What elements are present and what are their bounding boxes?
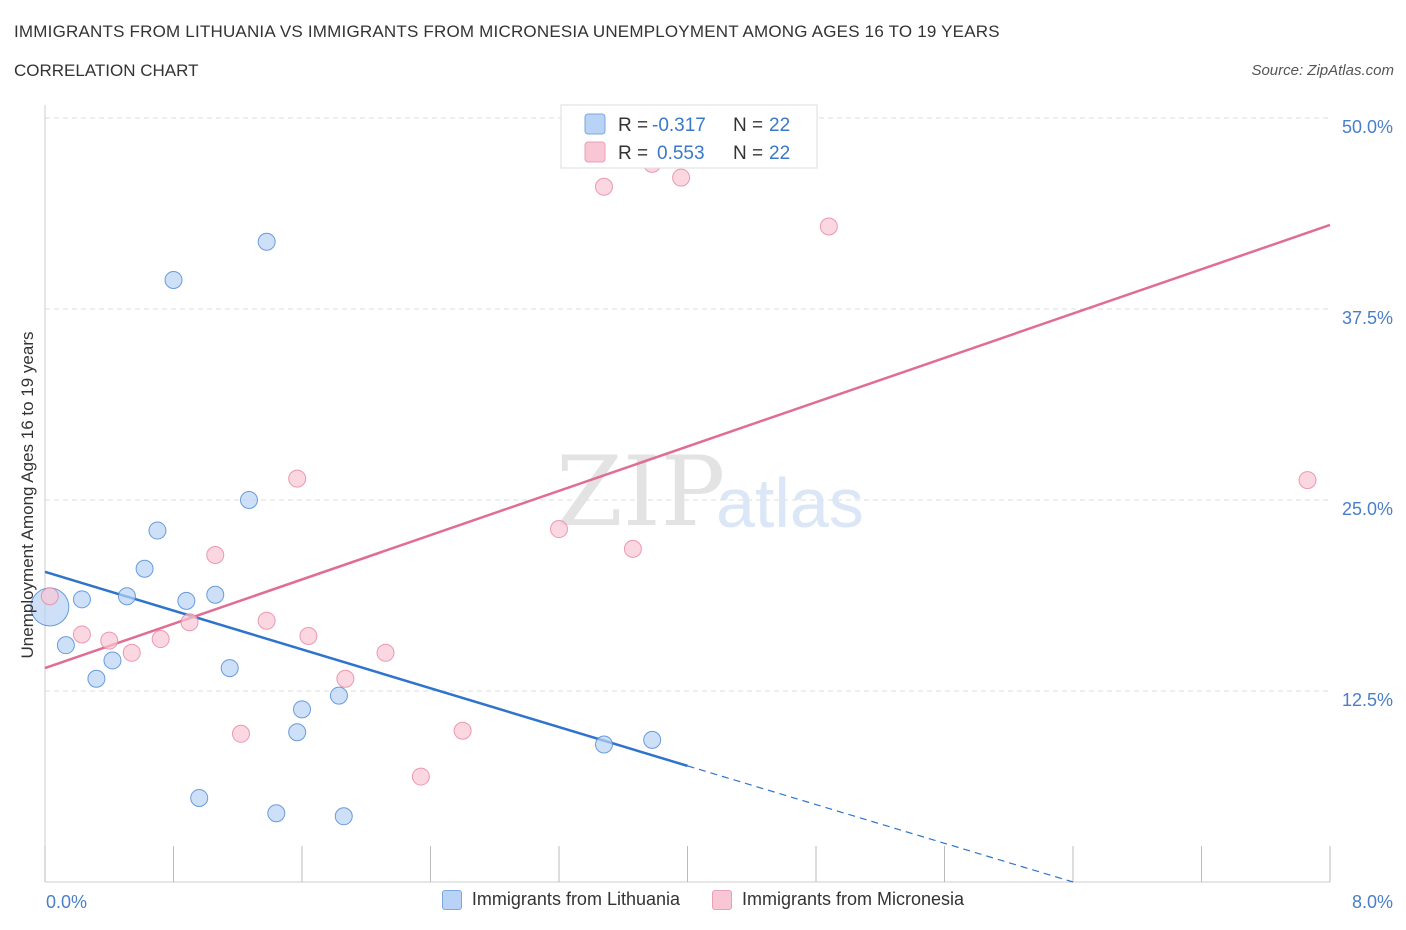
- point-series1-4: [151, 630, 170, 649]
- grid-lines: [45, 117, 1330, 692]
- point-series1-6: [206, 546, 225, 565]
- point-series0-21: [643, 730, 662, 749]
- point-series0-5: [117, 587, 136, 606]
- point-series1-15: [550, 520, 568, 539]
- point-series1-16: [594, 177, 613, 196]
- point-series1-8: [257, 611, 276, 630]
- point-series1-9: [288, 469, 307, 488]
- point-series1-14: [453, 721, 472, 740]
- stats-r-value-lithuania: -0.317: [652, 115, 706, 136]
- stats-swatch-micronesia: [584, 141, 606, 163]
- stats-r-value-micronesia: 0.553: [657, 143, 705, 164]
- watermark: ZIP atlas: [556, 436, 864, 548]
- point-series1-10: [299, 626, 318, 645]
- trend-line-series1: [44, 223, 1331, 670]
- point-series1-20: [819, 217, 838, 236]
- point-series0-4: [103, 651, 122, 670]
- point-series0-2: [72, 590, 91, 609]
- point-series1-11: [336, 669, 355, 688]
- trend-line-series0: [44, 570, 688, 768]
- legend-item-lithuania: Immigrants from Lithuania: [441, 889, 681, 910]
- point-series0-16: [288, 723, 307, 742]
- legend-label-lithuania: Immigrants from Lithuania: [471, 889, 681, 909]
- point-series0-14: [257, 232, 276, 251]
- point-series0-9: [177, 591, 196, 610]
- stats-swatch-lithuania: [584, 113, 606, 135]
- y-tick-label-3: 50.0%: [1342, 117, 1393, 137]
- point-series0-17: [293, 700, 311, 719]
- point-series0-18: [329, 686, 348, 705]
- point-series0-19: [334, 807, 353, 826]
- point-series1-3: [122, 643, 141, 662]
- y-axis-label: Unemployment Among Ages 16 to 19 years: [18, 332, 37, 659]
- stats-n-value-micronesia: 22: [769, 143, 790, 164]
- point-series1-12: [376, 643, 395, 662]
- point-series0-10: [190, 788, 209, 807]
- axes: [44, 105, 1331, 883]
- watermark-zip: ZIP: [556, 436, 725, 548]
- x-tick-label-1: 8.0%: [1352, 892, 1393, 912]
- y-tick-label-2: 37.5%: [1342, 308, 1393, 328]
- point-series0-3: [87, 669, 106, 688]
- point-series0-6: [135, 559, 154, 578]
- y-tick-labels: 12.5% 25.0% 37.5% 50.0%: [1342, 117, 1393, 710]
- point-series1-0: [40, 587, 59, 606]
- point-series0-13: [239, 491, 258, 509]
- point-series1-7: [231, 724, 250, 743]
- chart-subtitle: CORRELATION CHART: [14, 61, 199, 80]
- stats-n-label-micronesia: N =: [733, 143, 763, 164]
- trend-lines: [44, 223, 1331, 883]
- point-series1-2: [100, 631, 119, 650]
- point-series0-20: [594, 735, 613, 754]
- stats-n-value-lithuania: 22: [769, 115, 790, 136]
- point-series1-21: [1298, 471, 1317, 490]
- legend-item-micronesia: Immigrants from Micronesia: [712, 889, 964, 910]
- watermark-atlas: atlas: [716, 464, 864, 542]
- point-series1-17: [623, 539, 642, 558]
- point-series1-5: [180, 613, 199, 632]
- point-series1-1: [72, 625, 91, 644]
- legend-swatch-lithuania: [441, 889, 462, 910]
- stats-legend: R = -0.317 N = 22 R = 0.553 N = 22: [560, 104, 818, 169]
- point-series0-12: [220, 659, 239, 678]
- y-tick-label-1: 25.0%: [1342, 499, 1393, 519]
- chart-title: IMMIGRANTS FROM LITHUANIA VS IMMIGRANTS …: [14, 22, 1000, 41]
- legend-label-micronesia: Immigrants from Micronesia: [742, 889, 965, 909]
- point-series0-1: [56, 636, 75, 655]
- point-series0-15: [267, 804, 286, 823]
- source-label: Source: ZipAtlas.com: [1251, 62, 1394, 79]
- stats-r-label-lithuania: R =: [618, 115, 648, 136]
- stats-r-label-micronesia: R =: [618, 143, 648, 164]
- point-series1-19: [672, 168, 691, 187]
- point-series0-11: [206, 585, 225, 604]
- legend-swatch-micronesia: [712, 889, 733, 910]
- x-tick-label-0: 0.0%: [46, 892, 87, 912]
- trend-extension-series0: [687, 765, 1074, 883]
- y-tick-label-0: 12.5%: [1342, 690, 1393, 710]
- point-series0-8: [164, 270, 183, 289]
- point-series0-7: [148, 521, 167, 540]
- x-tick-labels: 0.0% 8.0%: [46, 892, 1393, 912]
- stats-n-label-lithuania: N =: [733, 115, 763, 136]
- point-series1-13: [411, 767, 430, 786]
- series-legend: Immigrants from Lithuania Immigrants fro…: [0, 889, 1406, 910]
